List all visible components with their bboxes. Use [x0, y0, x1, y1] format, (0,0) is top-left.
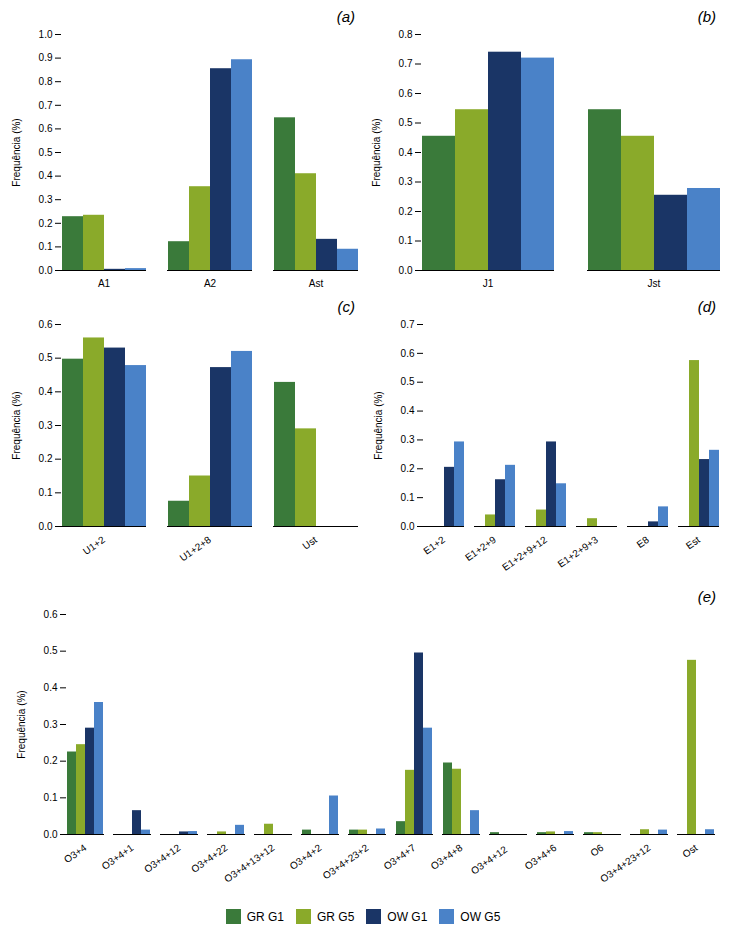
svg-text:E8: E8 [635, 534, 652, 550]
svg-text:Frequência (%): Frequência (%) [11, 391, 22, 459]
svg-text:A2: A2 [204, 278, 217, 289]
svg-text:E1+2+9: E1+2+9 [463, 534, 498, 563]
svg-text:0.5: 0.5 [39, 147, 53, 158]
svg-text:0.6: 0.6 [39, 123, 53, 134]
svg-text:0.8: 0.8 [399, 29, 413, 40]
svg-text:Frequência (%): Frequência (%) [16, 690, 27, 758]
svg-text:0.1: 0.1 [399, 235, 413, 246]
svg-text:0.5: 0.5 [44, 645, 58, 656]
svg-text:Frequência (%): Frequência (%) [371, 118, 382, 186]
svg-text:0.1: 0.1 [44, 792, 58, 803]
svg-text:0.0: 0.0 [401, 521, 415, 532]
svg-text:E1+2+9+12: E1+2+9+12 [500, 534, 549, 573]
svg-text:O3+4+23+2: O3+4+23+2 [321, 842, 371, 882]
svg-text:0.6: 0.6 [44, 609, 58, 620]
svg-text:0.1: 0.1 [39, 487, 53, 498]
svg-text:0.7: 0.7 [39, 100, 53, 111]
svg-text:Ost: Ost [680, 842, 699, 860]
html-text:GR G5: GR G5 [317, 909, 355, 924]
html-text:(c): (c) [337, 298, 355, 315]
svg-text:O3+4+1: O3+4+1 [100, 842, 136, 872]
svg-text:E1+2+9+3: E1+2+9+3 [556, 534, 601, 570]
svg-text:0.0: 0.0 [39, 521, 53, 532]
svg-text:0.5: 0.5 [399, 117, 413, 128]
svg-text:0.8: 0.8 [39, 76, 53, 87]
svg-text:0.4: 0.4 [44, 682, 58, 693]
html-text:(a): (a) [336, 8, 355, 25]
svg-text:O3+4+8: O3+4+8 [429, 842, 465, 872]
svg-text:0.0: 0.0 [44, 829, 58, 840]
svg-text:Est: Est [684, 534, 702, 551]
svg-text:Ast: Ast [309, 278, 324, 289]
svg-text:0.1: 0.1 [39, 241, 53, 252]
svg-text:U1+2+8: U1+2+8 [178, 534, 214, 564]
svg-text:0.4: 0.4 [401, 405, 415, 416]
svg-text:U1+2: U1+2 [81, 534, 107, 557]
svg-text:O3+4+12: O3+4+12 [469, 842, 512, 877]
svg-text:0.5: 0.5 [39, 352, 53, 363]
svg-text:0.5: 0.5 [401, 376, 415, 387]
svg-text:Frequência (%): Frequência (%) [373, 391, 384, 459]
svg-text:0.6: 0.6 [401, 348, 415, 359]
svg-text:0.7: 0.7 [399, 58, 413, 69]
svg-text:E1+2: E1+2 [421, 534, 447, 557]
svg-text:Jst: Jst [648, 278, 661, 289]
svg-text:0.3: 0.3 [44, 719, 58, 730]
svg-text:0.2: 0.2 [401, 463, 415, 474]
svg-text:0.7: 0.7 [401, 319, 415, 330]
svg-text:Frequência (%): Frequência (%) [11, 118, 22, 186]
svg-text:0.2: 0.2 [39, 453, 53, 464]
svg-text:0.6: 0.6 [399, 88, 413, 99]
svg-text:0.3: 0.3 [399, 176, 413, 187]
svg-text:0.2: 0.2 [44, 755, 58, 766]
svg-text:O6: O6 [588, 842, 606, 859]
svg-text:0.1: 0.1 [401, 492, 415, 503]
svg-text:O3+4+7: O3+4+7 [382, 842, 418, 872]
svg-text:O3+4+12: O3+4+12 [142, 842, 183, 875]
html-text:GR G1: GR G1 [246, 909, 284, 924]
svg-text:0.2: 0.2 [399, 206, 413, 217]
svg-text:0.6: 0.6 [39, 319, 53, 330]
svg-text:1.0: 1.0 [39, 29, 53, 40]
svg-text:O3+4: O3+4 [62, 842, 89, 865]
svg-text:O3+4+6: O3+4+6 [523, 842, 559, 872]
svg-text:O3+4+2: O3+4+2 [288, 842, 324, 872]
html-text:(e): (e) [697, 588, 716, 605]
html-text:(b): (b) [697, 8, 716, 25]
svg-text:A1: A1 [98, 278, 111, 289]
svg-text:Ust: Ust [300, 534, 319, 552]
svg-text:O3+4+13+12: O3+4+13+12 [222, 842, 277, 885]
svg-text:O3+4+23+12: O3+4+23+12 [598, 842, 653, 885]
svg-text:0.4: 0.4 [39, 170, 53, 181]
svg-text:0.4: 0.4 [39, 386, 53, 397]
svg-text:J1: J1 [483, 278, 494, 289]
svg-text:0.3: 0.3 [39, 194, 53, 205]
html-text:OW G1: OW G1 [387, 909, 428, 924]
html-text:(d): (d) [697, 298, 716, 315]
svg-text:0.3: 0.3 [39, 420, 53, 431]
svg-text:0.3: 0.3 [401, 434, 415, 445]
svg-text:0.2: 0.2 [39, 218, 53, 229]
svg-text:0.9: 0.9 [39, 52, 53, 63]
svg-text:0.0: 0.0 [399, 265, 413, 276]
html-text:OW G5: OW G5 [460, 909, 501, 924]
svg-text:0.4: 0.4 [399, 147, 413, 158]
svg-text:0.0: 0.0 [39, 265, 53, 276]
svg-text:O3+4+22: O3+4+22 [189, 842, 230, 875]
